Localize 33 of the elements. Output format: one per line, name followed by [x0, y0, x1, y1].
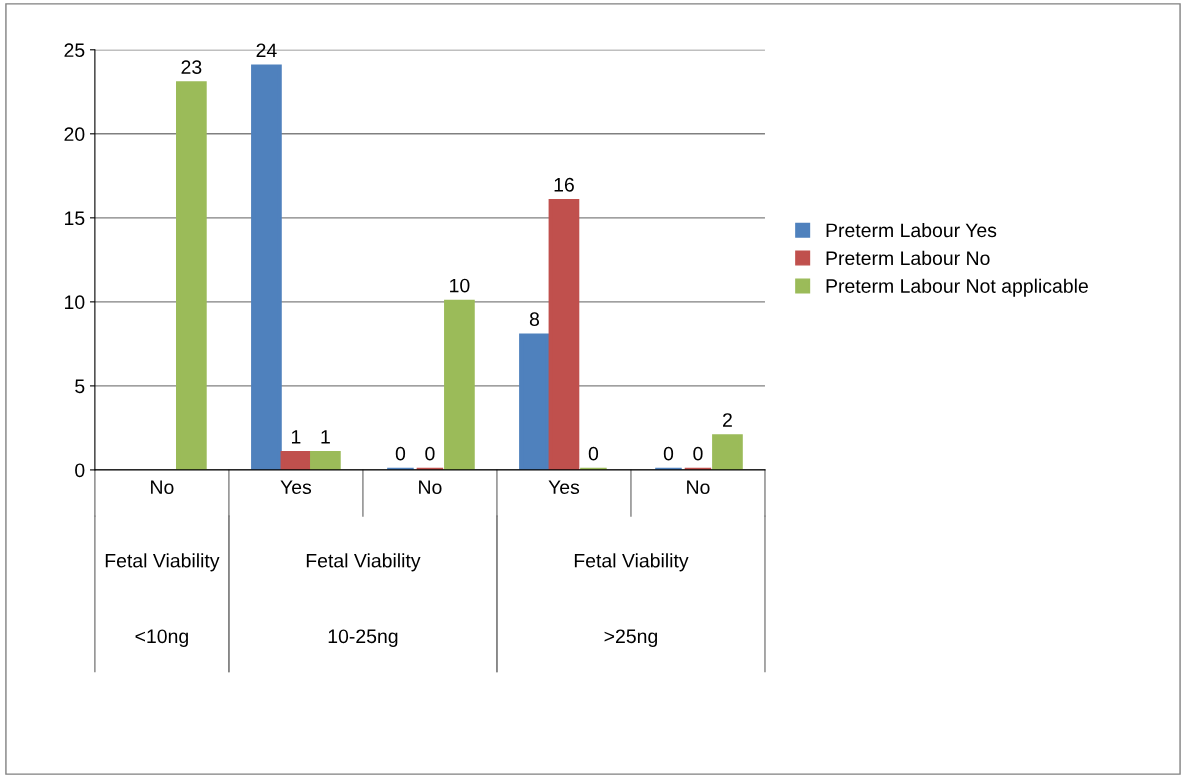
legend-label: Preterm Labour No: [826, 250, 990, 266]
x-tick-label: No: [687, 480, 710, 495]
text: 10-25ng: [328, 629, 398, 648]
data-label: 0: [693, 446, 703, 461]
data-label: 0: [425, 446, 435, 461]
data-label: 0: [663, 446, 674, 461]
data-label: 2: [723, 413, 732, 427]
x-tick-label: Yes: [280, 480, 312, 495]
data-label: 8: [529, 312, 540, 327]
y-tick-label: 5: [75, 379, 85, 394]
data-label: 10: [450, 278, 470, 293]
data-label: 0: [395, 446, 406, 461]
data-label: 1: [321, 430, 330, 444]
x-tick-label: Yes: [548, 480, 580, 495]
data-label: 0: [588, 446, 599, 461]
legend-label: Preterm Labour Not applicable: [826, 278, 1088, 297]
text: Fetal Viability: [306, 553, 421, 572]
y-tick-label: 15: [65, 211, 85, 226]
text: Fetal Viability: [105, 553, 220, 572]
x-tick-label: No: [419, 480, 442, 495]
y-tick-label: 25: [64, 43, 85, 58]
data-label: 1: [291, 430, 301, 444]
data-label: 16: [554, 177, 574, 192]
y-tick-label: 20: [64, 127, 85, 142]
x-tick-label: No: [151, 480, 174, 495]
text: Fetal Viability: [574, 553, 689, 572]
y-tick-label: 10: [65, 295, 85, 310]
text: <10ng: [135, 629, 188, 648]
text: >25ng: [604, 629, 658, 648]
data-label: 23: [181, 60, 202, 74]
legend-label: Preterm Labour Yes: [826, 222, 997, 238]
data-label: 24: [256, 43, 277, 58]
y-tick-label: 0: [75, 463, 85, 478]
